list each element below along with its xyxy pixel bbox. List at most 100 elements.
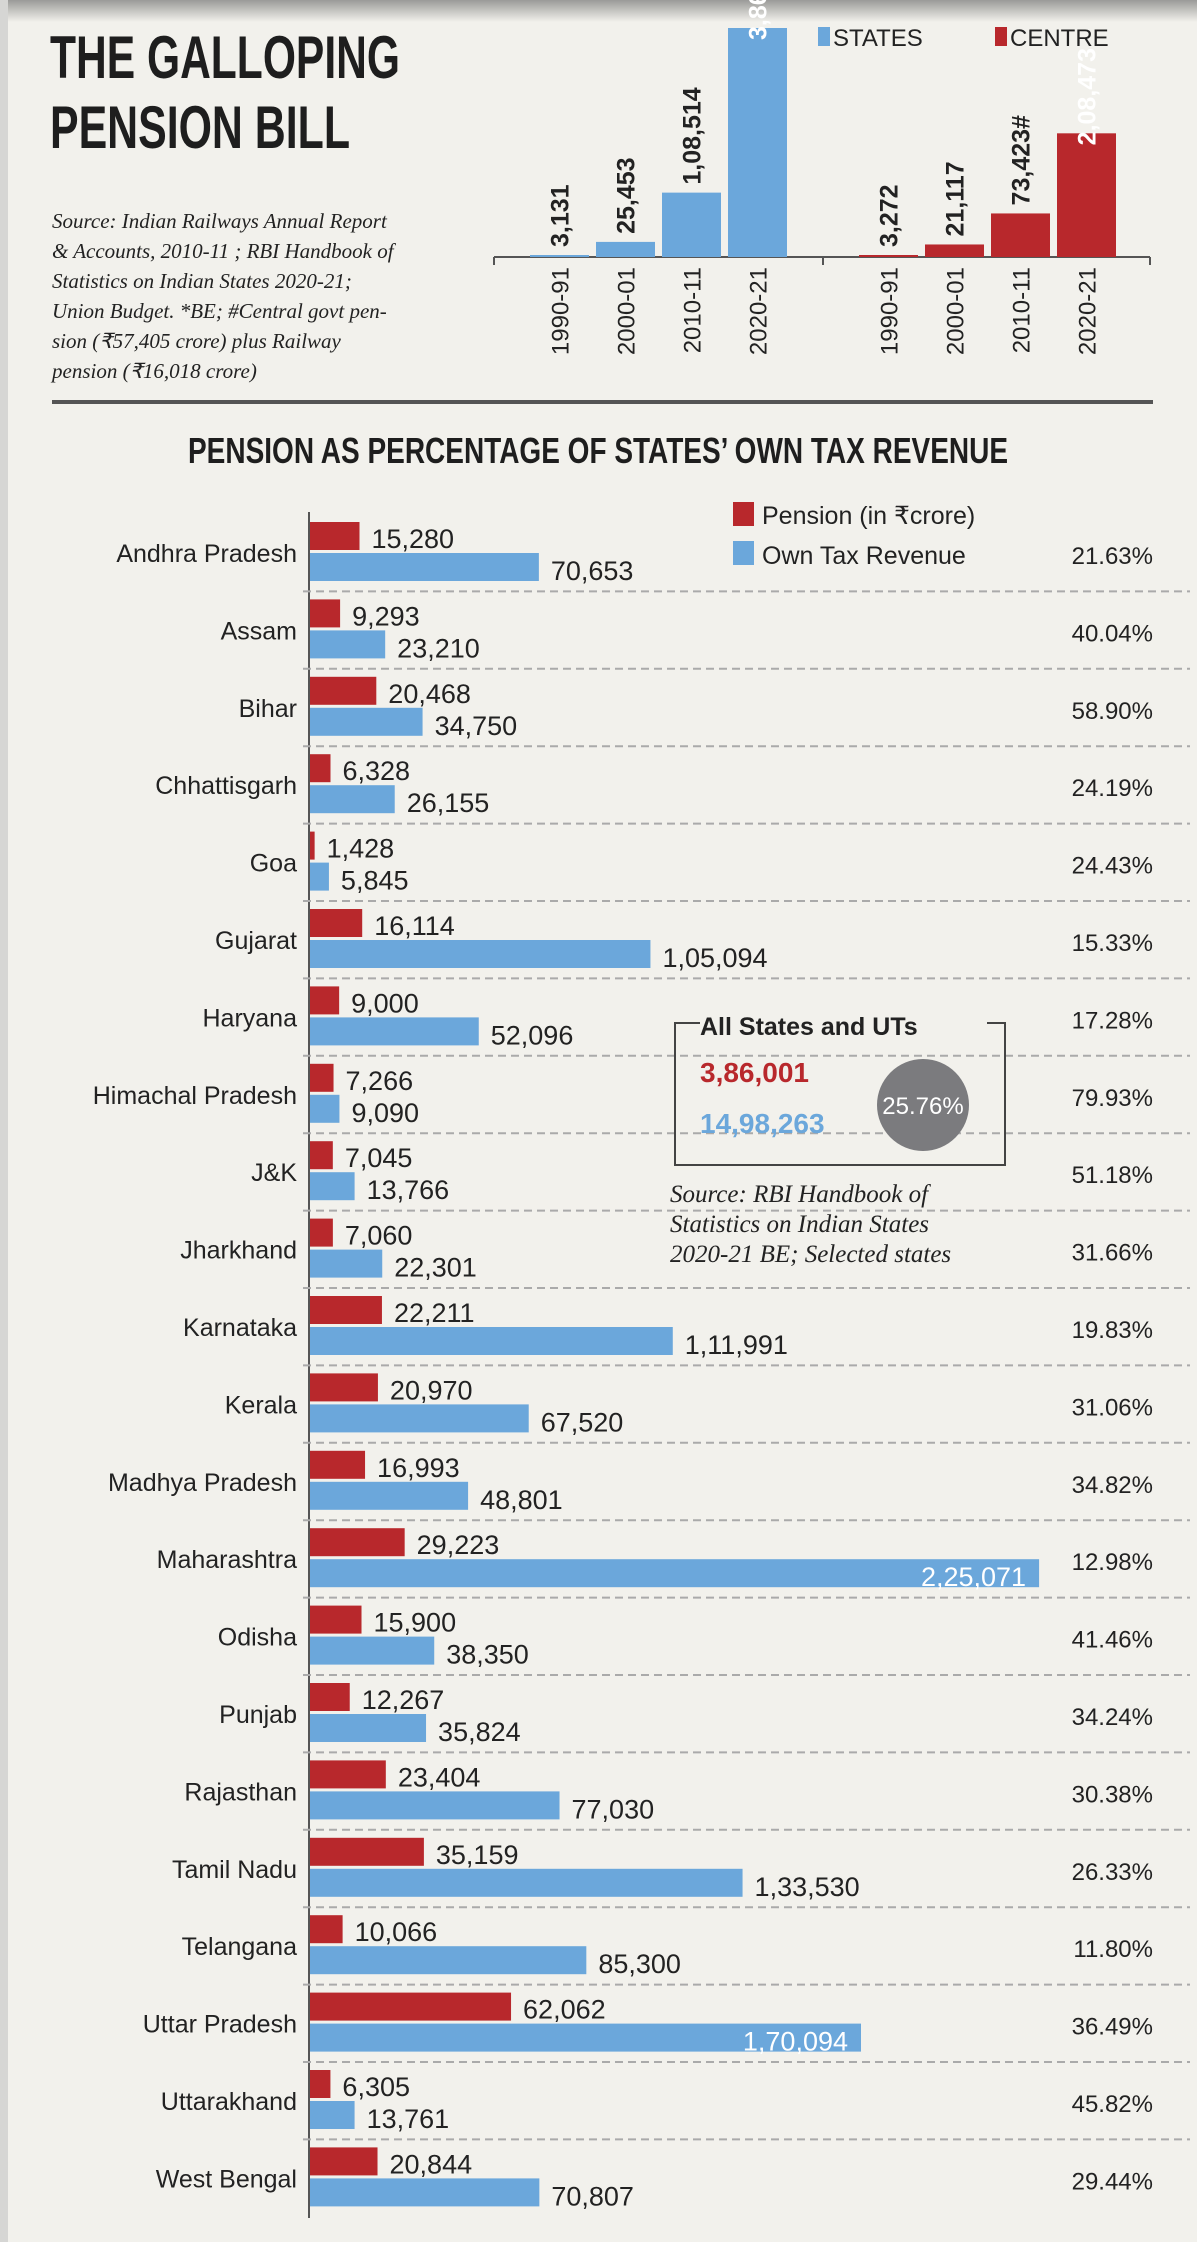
pension-value-label: 6,305: [342, 2072, 410, 2102]
pension-value-label: 20,970: [390, 1375, 473, 1405]
own-tax-value-label: 70,807: [551, 2181, 634, 2211]
percentage-label: 45.82%: [1072, 2091, 1153, 2118]
row-karnataka: Karnataka 22,211 1,11,991 19.83%: [183, 1287, 1190, 1360]
title: THE GALLOPING PENSION BILL: [50, 24, 400, 161]
pension-value-label: 7,266: [346, 1066, 414, 1096]
legend-swatch-centre: [995, 27, 1007, 46]
row-rajasthan: Rajasthan 23,404 77,030 30.38%: [184, 1751, 1190, 1824]
bar-own-tax: [310, 1559, 1040, 1588]
x-tick-label: 2010-11: [680, 267, 707, 353]
summary-own-tax: 14,98,263: [700, 1108, 825, 1139]
own-tax-value-label: 77,030: [572, 1794, 655, 1824]
state-label: J&K: [251, 1159, 297, 1187]
percentage-label: 15.33%: [1072, 930, 1153, 957]
bar-states-1990-91: [530, 255, 589, 257]
bar-value-label: 21,117: [942, 161, 970, 236]
bar-own-tax: [310, 1172, 355, 1201]
percentage-label: 31.06%: [1072, 1394, 1153, 1421]
row-west-bengal: West Bengal 20,844 70,807 29.44%: [156, 2138, 1190, 2211]
legend-swatch-states: [818, 27, 830, 46]
bar-own-tax: [310, 1327, 673, 1355]
x-tick-label: 2020-21: [1075, 267, 1102, 355]
pension-value-label: 10,066: [355, 1917, 438, 1947]
percentage-label: 51.18%: [1072, 1162, 1153, 1189]
pension-value-label: 62,062: [523, 1995, 606, 2025]
top-bar-chart: 3,131 1990-91 25,453 2000-01 1,08,514 2010-11…: [493, 0, 1151, 355]
row-kerala: Kerala 20,970 67,520 31.06%: [225, 1364, 1190, 1437]
bar-pension: [310, 986, 340, 1015]
bar-own-tax: [310, 2101, 355, 2129]
row-andhra-pradesh: Andhra Pradesh 15,280 70,653 21.63%: [116, 522, 1153, 586]
pension-value-label: 9,293: [352, 601, 420, 631]
legend-swatch-pension: [733, 502, 754, 526]
source-top: Source: Indian Railways Annual Report & A…: [50, 209, 397, 383]
state-label: Jharkhand: [180, 1237, 297, 1265]
bar-own-tax: [310, 1636, 435, 1665]
bar-own-tax: [310, 1714, 427, 1742]
percentage-label: 36.49%: [1072, 2014, 1153, 2041]
bar-own-tax: [310, 1094, 340, 1123]
source-top-line: Source: Indian Railways Annual Report: [52, 209, 388, 233]
x-tick-label: 1990-91: [877, 267, 904, 355]
bar-own-tax: [310, 1868, 743, 1897]
state-label: Chhattisgarh: [155, 772, 297, 800]
own-tax-value-label: 23,210: [397, 633, 480, 663]
bar-pension: [310, 1373, 378, 1402]
bar-own-tax: [310, 707, 423, 736]
summary-title: All States and UTs: [700, 1013, 918, 1041]
bar-pension: [310, 522, 360, 550]
own-tax-value-label: 34,750: [435, 711, 518, 741]
state-label: Andhra Pradesh: [116, 540, 297, 568]
percentage-label: 40.04%: [1072, 620, 1153, 647]
percentage-label: 17.28%: [1072, 1007, 1153, 1034]
pension-value-label: 20,844: [390, 2149, 473, 2179]
legend-label-states: STATES: [833, 25, 923, 52]
summary-box: All States and UTs 3,86,001 14,98,263 25…: [674, 1013, 1006, 1166]
pension-value-label: 20,468: [388, 679, 471, 709]
own-tax-value-label: 38,350: [446, 1640, 529, 1670]
source-top-line: pension (₹16,018 crore): [50, 359, 257, 383]
horizontal-bar-chart: Andhra Pradesh 15,280 70,653 21.63% Assam 9,2…: [93, 502, 1190, 2218]
row-madhya-pradesh: Madhya Pradesh 16,993 48,801 34.82%: [108, 1441, 1190, 1515]
percentage-label: 79.93%: [1072, 1085, 1153, 1112]
bar-pension: [310, 676, 377, 705]
bar-centre-1990-91: [859, 255, 918, 257]
state-label: Goa: [250, 850, 297, 878]
row-gujarat: Gujarat 16,114 1,05,094 15.33%: [215, 900, 1190, 973]
bar-own-tax: [310, 1404, 529, 1433]
source-bottom-line: 2020-21 BE; Selected states: [670, 1241, 951, 1268]
summary-box-frame: [674, 1022, 1006, 1166]
state-label: Maharashtra: [157, 1546, 297, 1574]
bar-own-tax: [310, 2023, 861, 2052]
bar-pension: [310, 1450, 366, 1479]
bar-own-tax: [310, 1481, 469, 1510]
own-tax-value-label: 5,845: [341, 866, 409, 896]
bar-own-tax: [310, 1249, 383, 1278]
row-tamil-nadu: Tamil Nadu 35,159 1,33,530 26.33%: [172, 1828, 1190, 1902]
own-tax-value-label: 1,70,094: [743, 2027, 848, 2057]
x-tick-label: 2000-01: [943, 267, 970, 355]
source-top-line: sion (₹57,405 crore) plus Railway: [52, 329, 342, 353]
x-tick-label: 2000-01: [614, 267, 641, 355]
state-label: Odisha: [218, 1624, 297, 1652]
percentage-label: 19.83%: [1072, 1317, 1153, 1344]
bar-own-tax: [310, 1946, 587, 1975]
pension-value-label: 1,428: [327, 834, 395, 864]
own-tax-value-label: 48,801: [480, 1485, 563, 1515]
bar-pension: [310, 1683, 350, 1711]
bar-pension: [310, 1915, 343, 1944]
summary-pension: 3,86,001: [700, 1057, 809, 1088]
bar-states-2020-21: [728, 28, 787, 257]
x-tick-label: 1990-91: [548, 267, 575, 355]
pension-value-label: 9,000: [351, 988, 419, 1018]
own-tax-value-label: 1,05,094: [662, 943, 767, 973]
state-label: Tamil Nadu: [172, 1856, 297, 1884]
own-tax-value-label: 13,761: [367, 2104, 450, 2134]
summary-percent-circle: [877, 1059, 969, 1151]
state-label: Assam: [221, 617, 297, 645]
row-maharashtra: Maharashtra 29,223 2,25,071 12.98%: [157, 1519, 1190, 1592]
percentage-label: 58.90%: [1072, 698, 1153, 725]
